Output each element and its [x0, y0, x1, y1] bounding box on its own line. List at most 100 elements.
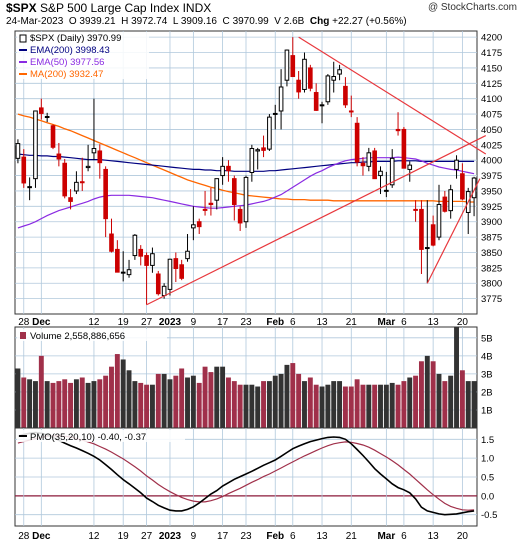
candle-body [50, 125, 56, 148]
candle-body [91, 148, 97, 154]
candle-body [278, 86, 284, 112]
candle-body [419, 208, 424, 250]
volume-bar [249, 384, 255, 428]
x-tick-label-bottom: Mar [377, 531, 395, 542]
candle-body [120, 271, 126, 274]
volume-bar [448, 375, 454, 428]
candle-body [319, 104, 325, 107]
x-tick-label-bottom: Feb [266, 531, 284, 542]
volume-bar [97, 379, 103, 428]
candle-body [167, 258, 173, 290]
x-tick-label: 27 [141, 317, 153, 328]
candle-body [366, 152, 372, 167]
price-tick-label: 3775 [481, 294, 502, 305]
candle-body [325, 75, 331, 103]
volume-bar [114, 354, 120, 428]
volume-bar [395, 384, 401, 428]
volume-bar [62, 379, 68, 428]
x-tick-label-bottom: 6 [401, 531, 407, 542]
pmo-legend-bg [17, 430, 185, 442]
volume-bar [56, 381, 62, 428]
volume-value: 2.6B [283, 16, 305, 27]
index-name: S&P 500 Large Cap Index [40, 1, 180, 15]
volume-bar [378, 384, 383, 428]
candle-body [430, 224, 436, 246]
candle-body [226, 165, 231, 172]
volume-bar [319, 386, 325, 428]
candle-body [384, 189, 389, 192]
volume-bar [442, 381, 448, 428]
candle-body [231, 178, 237, 205]
candle-body [39, 107, 44, 114]
volume-bar [465, 381, 471, 428]
candle-body [313, 92, 319, 111]
candle-body [401, 128, 407, 169]
price-tick-label: 4075 [481, 110, 502, 121]
candle-body [208, 202, 214, 205]
candle-body [202, 208, 208, 211]
candle-body [237, 208, 243, 224]
volume-bar [354, 379, 360, 428]
volume-bar [290, 363, 296, 428]
candle-body [15, 143, 21, 159]
x-tick-label-bottom: 9 [191, 531, 197, 542]
volume-legend-swatch [20, 332, 26, 339]
price-tick-label: 3925 [481, 202, 502, 213]
candle-body [354, 122, 360, 163]
volume-bar [360, 384, 366, 428]
candle-body [413, 208, 418, 211]
volume-bar [348, 386, 354, 428]
volume-bar [44, 381, 50, 428]
candle-body [337, 69, 342, 75]
volume-bar [27, 379, 33, 428]
volume-bar [173, 375, 179, 428]
pmo-tick-label: -0.5 [481, 510, 497, 521]
candle-body [27, 186, 32, 189]
x-tick-label: 12 [88, 317, 100, 328]
candle-body [74, 181, 79, 192]
volume-bar [331, 381, 337, 428]
x-tick-label: 6 [401, 317, 407, 328]
x-tick-label: 28 [18, 317, 30, 328]
candle-body [214, 178, 220, 201]
volume-bar [103, 375, 109, 428]
x-tick-label: 21 [346, 317, 358, 328]
volume-bar [50, 382, 56, 428]
volume-bar [413, 375, 419, 428]
candle-body [220, 165, 225, 177]
candle-body [255, 149, 261, 152]
x-tick-label-bottom: 20 [457, 531, 469, 542]
candle-body [378, 170, 383, 177]
volume-bar [424, 355, 430, 428]
volume-bar [126, 370, 132, 428]
candle-body [109, 233, 114, 252]
trendline [426, 178, 481, 284]
candle-body [424, 247, 430, 250]
volume-tick-label: 4B [481, 351, 493, 362]
candle-body [138, 248, 144, 257]
x-tick-label-bottom: 13 [428, 531, 440, 542]
price-tick-label: 4150 [481, 63, 502, 74]
candle-body [249, 148, 255, 173]
candle-body [272, 112, 278, 115]
candle-body [173, 258, 179, 269]
candle-body [126, 269, 132, 276]
x-tick-label: 19 [118, 317, 130, 328]
candle-body [296, 79, 301, 93]
volume-bar [109, 366, 114, 428]
volume-bar [185, 377, 190, 428]
x-tick-label: 13 [428, 317, 440, 328]
candle-body [185, 250, 190, 260]
chart-title: $SPX S&P 500 Large Cap Index INDX [6, 1, 211, 15]
volume-bar [436, 373, 442, 428]
candle-body [290, 55, 296, 78]
volume-bar [272, 375, 278, 428]
volume-bar [389, 382, 395, 428]
open-value: 3939.21 [79, 16, 116, 27]
x-tick-label: Feb [266, 317, 284, 328]
price-tick-label: 3875 [481, 233, 502, 244]
candle-body [407, 164, 413, 170]
volume-bar [202, 366, 208, 428]
volume-legend-bg [17, 329, 167, 341]
